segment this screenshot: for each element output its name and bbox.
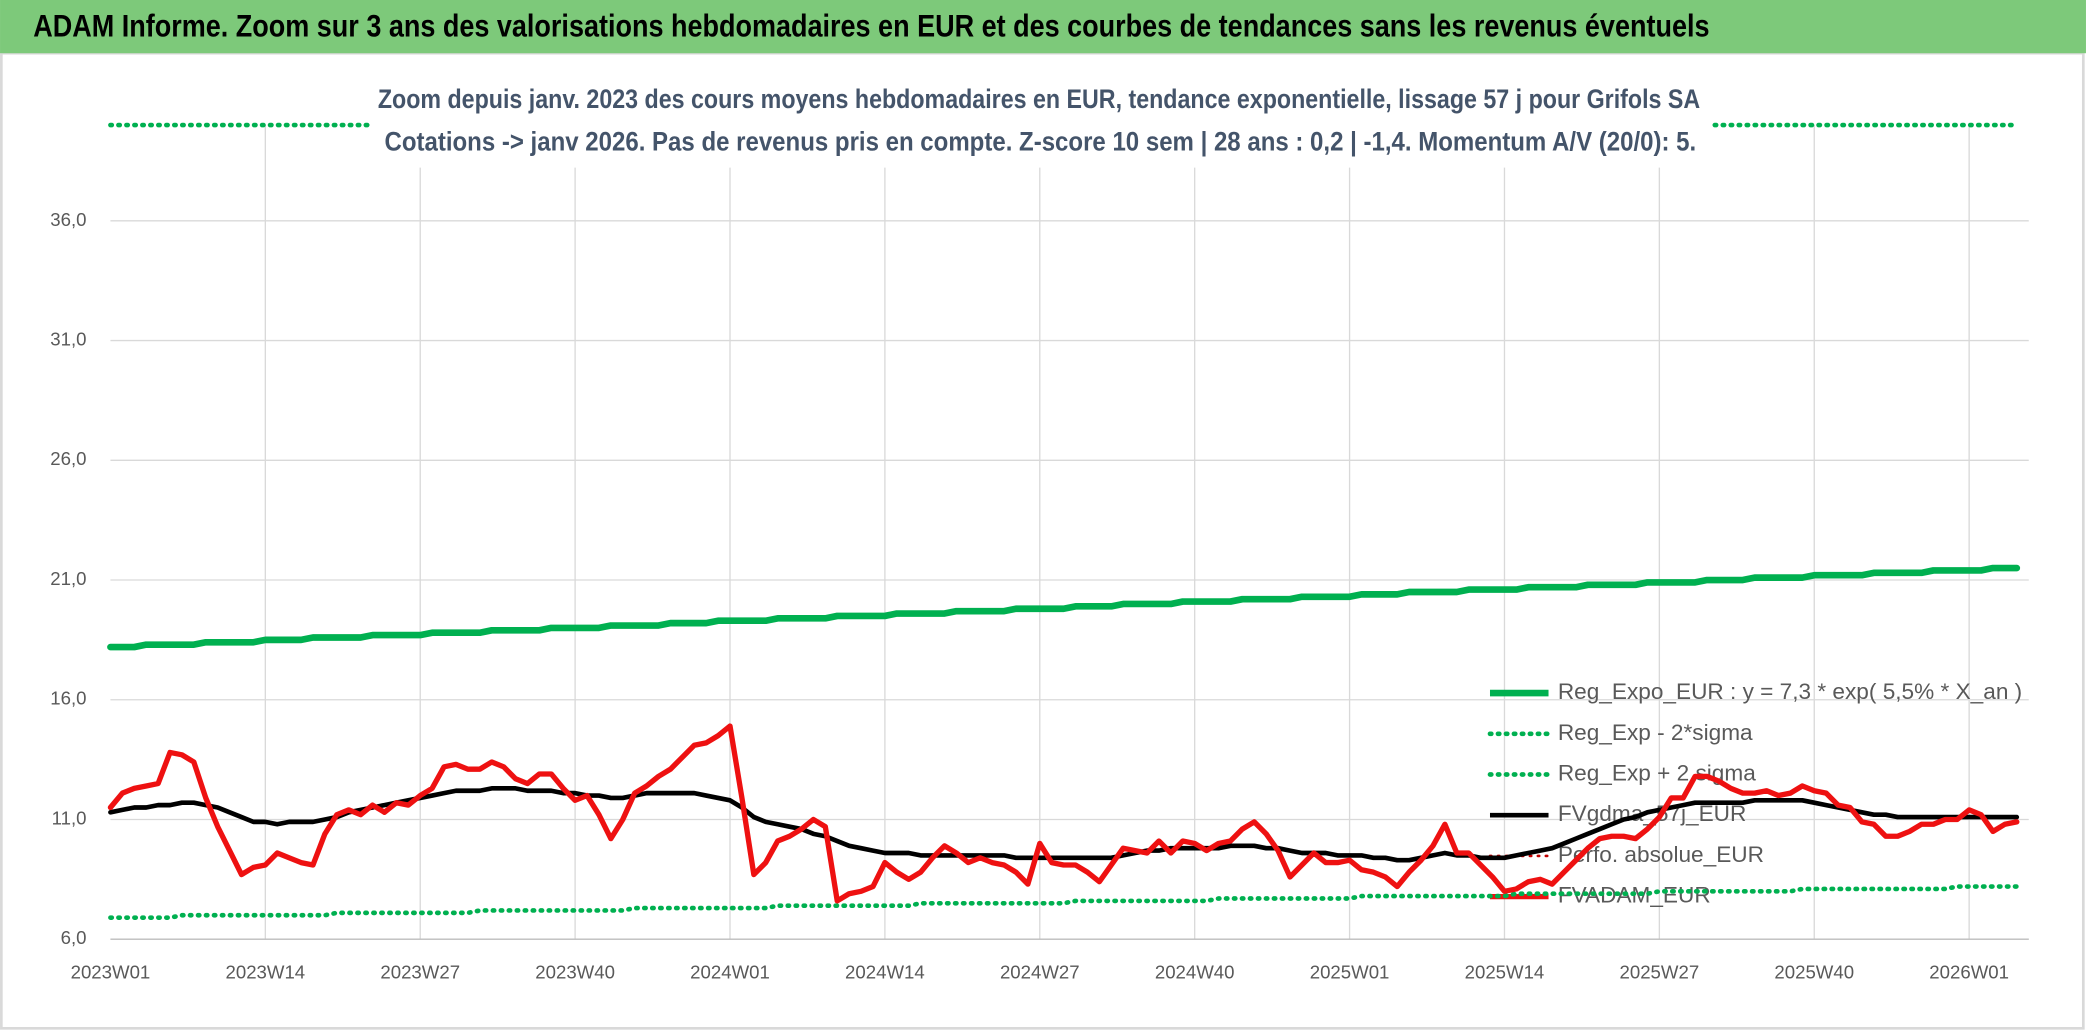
- title-background: [369, 77, 1713, 168]
- x-tick-label: 2024W01: [690, 962, 770, 983]
- legend-label: Reg_Exp + 2 sigma: [1558, 760, 1756, 785]
- header-title: ADAM Informe. Zoom sur 3 ans des valoris…: [33, 7, 1709, 43]
- title-block: Zoom depuis janv. 2023 des cours moyens …: [369, 77, 1713, 168]
- y-tick-label: 21,0: [50, 568, 86, 589]
- chart-subtitle: Cotations -> janv 2026. Pas de revenus p…: [384, 127, 1696, 157]
- y-tick-label: 11,0: [52, 807, 87, 828]
- series-line: [107, 723, 2020, 904]
- x-tick-label: 2024W40: [1155, 962, 1235, 983]
- x-tick-label: 2023W27: [380, 962, 460, 983]
- y-tick-label: 6,0: [61, 927, 87, 948]
- x-tick-label: 2023W40: [535, 962, 615, 983]
- x-tick-label: 2026W01: [1929, 962, 2009, 983]
- x-tick-label: 2024W14: [845, 962, 925, 983]
- x-tick-label: 2025W01: [1310, 962, 1390, 983]
- x-tick-label: 2023W14: [225, 962, 305, 983]
- x-tick-label: 2025W14: [1465, 962, 1545, 983]
- x-tick-label: 2024W27: [1000, 962, 1080, 983]
- series-line: [108, 884, 2020, 920]
- series-line: [108, 786, 2020, 863]
- y-tick-label: 26,0: [50, 448, 86, 469]
- header-bar: [0, 0, 2086, 54]
- legend-label: Reg_Exp - 2*sigma: [1558, 720, 1753, 745]
- y-tick-label: 36,0: [50, 209, 86, 230]
- y-tick-label: 16,0: [50, 688, 86, 709]
- y-tick-label: 31,0: [50, 328, 86, 349]
- x-tick-label: 2025W40: [1774, 962, 1854, 983]
- x-tick-label: 2023W01: [71, 962, 151, 983]
- x-tick-label: 2025W27: [1620, 962, 1700, 983]
- series-line: [107, 564, 2021, 651]
- chart-title: Zoom depuis janv. 2023 des cours moyens …: [378, 84, 1700, 114]
- legend-label: Reg_Expo_EUR : y = 7,3 * exp( 5,5% * X_a…: [1558, 679, 2022, 704]
